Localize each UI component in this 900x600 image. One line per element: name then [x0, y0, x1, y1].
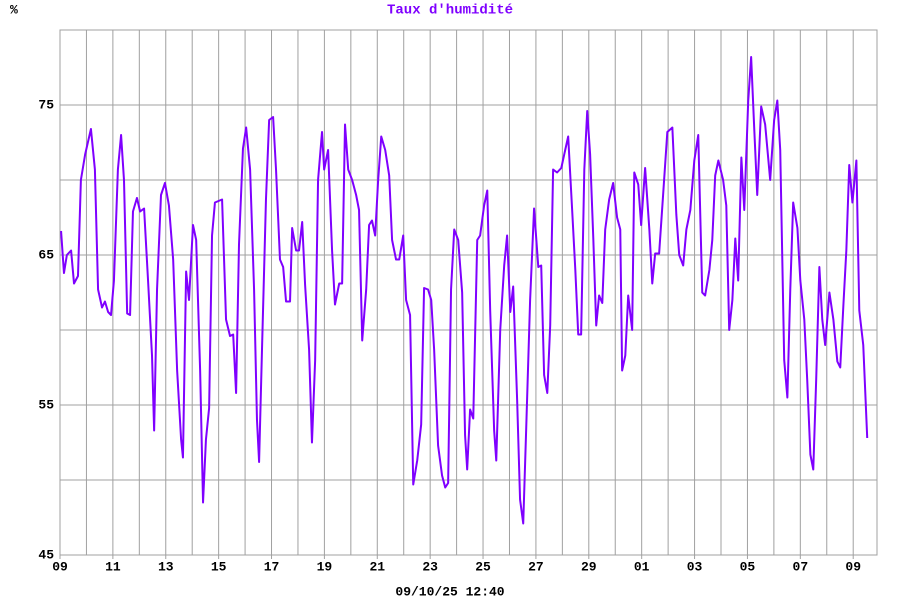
y-tick-label: 55 — [38, 397, 54, 412]
x-tick-label: 01 — [634, 559, 650, 574]
y-tick-label: 75 — [38, 97, 54, 112]
chart-title: Taux d'humidité — [387, 3, 513, 19]
x-tick-label: 19 — [317, 559, 333, 574]
y-tick-label: 65 — [38, 247, 54, 262]
x-tick-label: 23 — [422, 559, 438, 574]
x-tick-label: 17 — [264, 559, 280, 574]
x-tick-label: 05 — [740, 559, 756, 574]
y-axis-label: % — [10, 2, 18, 17]
x-tick-label: 07 — [793, 559, 809, 574]
x-tick-label: 27 — [528, 559, 544, 574]
x-tick-label: 09 — [52, 559, 68, 574]
x-tick-label: 11 — [105, 559, 121, 574]
y-tick-label: 45 — [38, 547, 54, 562]
x-tick-label: 03 — [687, 559, 703, 574]
x-axis-label: 09/10/25 12:40 — [395, 584, 504, 599]
plot-frame — [59, 29, 878, 556]
x-tick-label: 29 — [581, 559, 597, 574]
x-tick-label: 09 — [845, 559, 861, 574]
x-tick-label: 15 — [211, 559, 227, 574]
x-tick-label: 13 — [158, 559, 174, 574]
data-line — [60, 56, 869, 525]
x-tick-label: 21 — [369, 559, 385, 574]
x-tick-label: 25 — [475, 559, 491, 574]
